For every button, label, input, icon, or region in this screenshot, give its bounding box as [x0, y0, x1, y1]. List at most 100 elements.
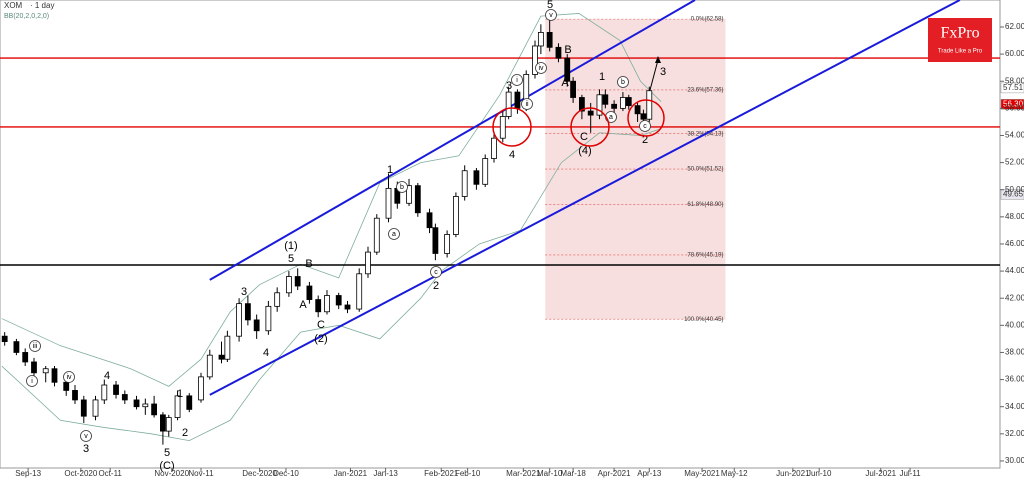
wave-label: B [305, 258, 312, 270]
wave-label: c [643, 123, 647, 130]
x-tick-label: Jan-13 [373, 469, 398, 478]
y-tick-label: 36.00 [1005, 375, 1024, 384]
candle-body [345, 305, 350, 309]
fib-label: 100.0%(40.45) [684, 317, 723, 323]
y-tick-label: 58.00 [1005, 76, 1024, 85]
wave-label: 3 [83, 443, 89, 455]
candle-body [316, 300, 321, 312]
candle-body [500, 116, 505, 138]
wave-label: 5 [164, 447, 170, 459]
x-tick-label: Jul-2021 [865, 469, 896, 478]
wave-label: v [84, 433, 88, 440]
candle-body [357, 274, 362, 309]
x-tick-label: May-2021 [684, 469, 720, 478]
y-tick-label: 54.00 [1005, 131, 1024, 140]
candle-body [538, 32, 543, 46]
x-tick-label: Dec-10 [273, 469, 299, 478]
indicator-label: BB(20,2,0,2,0) [4, 13, 49, 20]
candle-body [73, 390, 78, 399]
wave-label: (1) [284, 240, 297, 252]
wave-label: 2 [433, 280, 439, 292]
wave-label: A [299, 299, 307, 311]
candle-body [122, 394, 127, 399]
candle-body [254, 320, 259, 331]
candle-body [506, 92, 511, 116]
x-tick-label: Mar-10 [537, 469, 563, 478]
y-tick-label: 34.00 [1005, 402, 1024, 411]
candle-body [152, 404, 157, 415]
candle-body [547, 32, 552, 47]
timeframe: · 1 day [30, 1, 54, 10]
candle-body [307, 286, 312, 300]
wave-label: v [549, 12, 553, 19]
wave-label: 1 [177, 388, 183, 400]
wave-label: 4 [263, 347, 269, 359]
candle-body [52, 369, 57, 383]
wave-label: iv [538, 65, 544, 72]
candle-body [556, 47, 561, 58]
wave-label: 4 [509, 149, 515, 161]
wave-label: iii [33, 343, 38, 350]
wave-label: 3 [241, 286, 247, 298]
x-tick-label: Jun-10 [807, 469, 832, 478]
candle-body [366, 252, 371, 274]
candle-body [612, 104, 617, 108]
candle-body [483, 159, 488, 185]
y-tick-label: 48.00 [1005, 212, 1024, 221]
candle-body [324, 296, 329, 312]
y-tick-label: 50.00 [1005, 185, 1024, 194]
y-tick-label: 46.00 [1005, 239, 1024, 248]
x-tick-label: Mar-2021 [506, 469, 541, 478]
candle-body [453, 197, 458, 235]
candle-body [571, 81, 576, 97]
wave-label: c [434, 269, 438, 276]
candle-body [198, 377, 203, 400]
wave-label: b [400, 184, 404, 191]
candle-body [23, 352, 28, 361]
candle-body [433, 228, 438, 254]
x-tick-label: Jun-2021 [776, 469, 810, 478]
x-tick-label: Apr-2021 [598, 469, 631, 478]
candle-body [386, 188, 391, 218]
wave-label: 4 [104, 370, 110, 382]
candle-body [626, 98, 631, 106]
wave-label: ii [525, 101, 529, 108]
plot-area [0, 0, 1000, 468]
candle-body [245, 304, 250, 320]
candle-body [647, 91, 652, 119]
candle-body [225, 336, 230, 359]
candle-body [134, 400, 139, 407]
x-tick-label: Sep-13 [15, 469, 41, 478]
candle-body [620, 98, 625, 109]
candle-body [93, 400, 98, 416]
candle-body [427, 213, 432, 228]
x-tick-label: Feb-10 [455, 469, 481, 478]
candle-body [14, 342, 19, 353]
wave-label: 1 [599, 71, 605, 83]
candle-body [588, 111, 593, 115]
wave-label: C [317, 319, 325, 331]
y-tick-label: 38.00 [1005, 348, 1024, 357]
wave-label: 2 [182, 427, 188, 439]
candle-body [635, 106, 640, 114]
x-tick-label: Oct-2020 [64, 469, 97, 478]
candle-body [43, 369, 48, 373]
y-tick-label: 30.00 [1005, 456, 1024, 465]
candle-body [445, 234, 450, 253]
wave-label: (2) [314, 333, 327, 345]
fib-label: 50.0%(51.52) [687, 167, 723, 173]
wave-label: a [392, 231, 396, 238]
y-tick-label: 40.00 [1005, 320, 1024, 329]
x-tick-label: Jan-2021 [334, 469, 368, 478]
fib-label: 0.0%(62.58) [691, 17, 724, 23]
x-tick-label: Feb-2021 [424, 469, 459, 478]
candle-body [219, 355, 224, 359]
candle-body [160, 415, 165, 431]
candle-body [114, 385, 119, 394]
candle-body [515, 92, 520, 108]
symbol: XOM [4, 1, 23, 10]
y-tick-label: 42.00 [1005, 293, 1024, 302]
candle-body [207, 355, 212, 377]
y-tick-label: 62.00 [1005, 22, 1024, 31]
